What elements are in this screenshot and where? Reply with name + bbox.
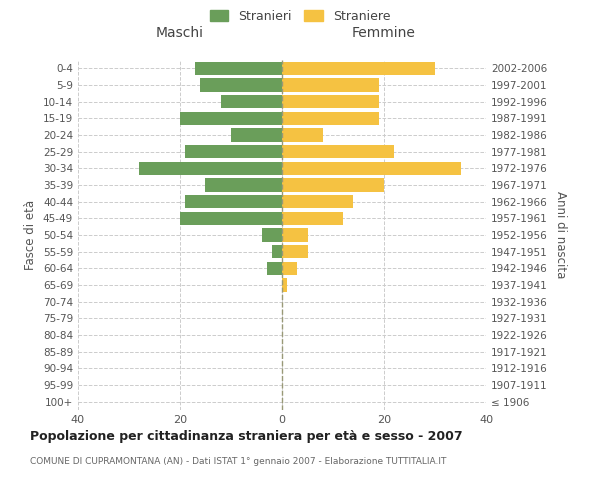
Bar [231, 128, 282, 141]
Bar [221, 95, 282, 108]
Y-axis label: Fasce di età: Fasce di età [25, 200, 37, 270]
Bar [282, 212, 343, 225]
Bar [282, 245, 308, 258]
Text: Femmine: Femmine [352, 26, 416, 40]
Bar [282, 145, 394, 158]
Bar [180, 112, 282, 125]
Bar [139, 162, 282, 175]
Bar [282, 195, 353, 208]
Bar [282, 178, 384, 192]
Text: Popolazione per cittadinanza straniera per età e sesso - 2007: Popolazione per cittadinanza straniera p… [30, 430, 463, 443]
Bar [282, 95, 379, 108]
Bar [282, 228, 308, 241]
Bar [282, 262, 298, 275]
Bar [200, 78, 282, 92]
Bar [282, 62, 435, 75]
Bar [206, 178, 282, 192]
Y-axis label: Anni di nascita: Anni di nascita [554, 192, 567, 278]
Bar [262, 228, 282, 241]
Bar [282, 78, 379, 92]
Bar [185, 195, 282, 208]
Bar [180, 212, 282, 225]
Bar [282, 128, 323, 141]
Legend: Stranieri, Straniere: Stranieri, Straniere [206, 6, 394, 27]
Bar [196, 62, 282, 75]
Bar [272, 245, 282, 258]
Bar [185, 145, 282, 158]
Bar [282, 112, 379, 125]
Bar [282, 162, 461, 175]
Bar [282, 278, 287, 291]
Bar [267, 262, 282, 275]
Text: COMUNE DI CUPRAMONTANA (AN) - Dati ISTAT 1° gennaio 2007 - Elaborazione TUTTITAL: COMUNE DI CUPRAMONTANA (AN) - Dati ISTAT… [30, 458, 446, 466]
Text: Maschi: Maschi [156, 26, 204, 40]
